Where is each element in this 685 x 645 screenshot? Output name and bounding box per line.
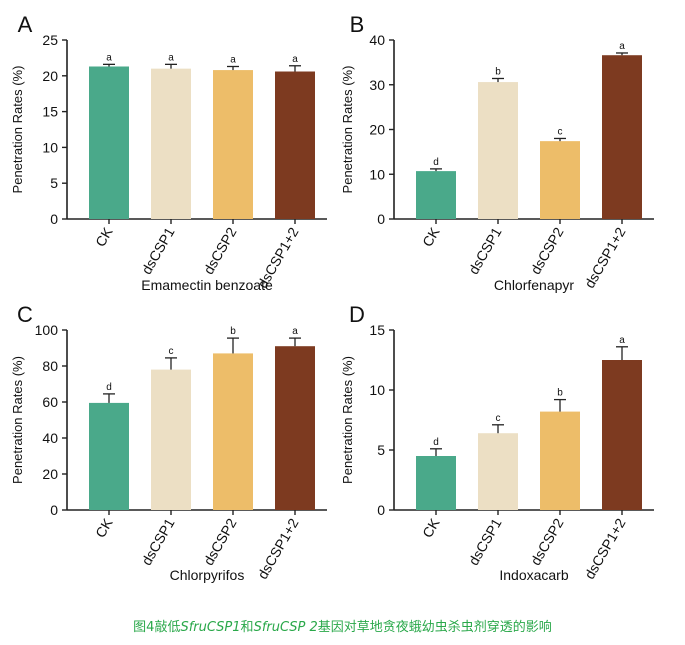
figure-panels: A Penetration Rates (%) 0 5 10 15 20 25 a CK a dsCS… — [10, 12, 654, 583]
category-label: CK — [419, 515, 443, 540]
y-tick-label: 15 — [42, 104, 58, 120]
panel-d: D Penetration Rates (%) 0 5 10 15 d CK c dsCSP1 b d… — [340, 302, 654, 583]
bar-dscsp2 — [213, 353, 253, 510]
y-tick-label: 20 — [369, 122, 385, 138]
y-axis-title: Penetration Rates (%) — [340, 66, 355, 194]
significance-letter: a — [292, 54, 298, 65]
y-axis-title: Penetration Rates (%) — [10, 356, 25, 484]
caption-gene1: SfruCSP1 — [180, 620, 241, 635]
y-tick-label: 0 — [50, 211, 58, 227]
bar-dscsp1plus2 — [602, 360, 642, 510]
y-tick-label: 30 — [369, 77, 385, 93]
y-axis-title: Penetration Rates (%) — [10, 66, 25, 194]
bar-dscsp1plus2 — [602, 55, 642, 220]
x-axis-title: Chlorpyrifos — [170, 567, 245, 583]
category-label: dsCSP2 — [527, 224, 567, 277]
caption-and: 和 — [240, 620, 254, 635]
category-label: CK — [92, 224, 116, 249]
bar-dscsp1plus2 — [275, 71, 315, 219]
x-axis-title: Emamectin benzoate — [141, 277, 273, 293]
category-label: CK — [92, 515, 116, 540]
bar-dscsp1 — [151, 369, 191, 510]
y-tick-label: 80 — [42, 358, 58, 374]
category-label: CK — [419, 224, 443, 249]
significance-letter: d — [433, 437, 439, 448]
panel-letter: C — [17, 302, 33, 327]
bar-dscsp2 — [540, 411, 580, 510]
y-tick-label: 40 — [369, 32, 385, 48]
y-tick-label: 0 — [377, 211, 385, 227]
panel-letter: D — [349, 302, 365, 327]
y-tick-label: 15 — [369, 322, 385, 338]
y-tick-label: 5 — [50, 175, 58, 191]
category-label: dsCSP1 — [465, 515, 505, 568]
significance-letter: d — [106, 382, 112, 393]
panel-c: C Penetration Rates (%) 0 20 40 60 80 100 d CK c ds… — [10, 302, 327, 583]
y-tick-label: 25 — [42, 32, 58, 48]
significance-letter: b — [495, 66, 501, 77]
category-label: dsCSP2 — [527, 515, 567, 568]
caption-prefix: 图4敲低 — [133, 620, 181, 635]
significance-letter: a — [292, 326, 298, 337]
significance-letter: c — [496, 413, 501, 424]
y-tick-label: 10 — [369, 382, 385, 398]
y-tick-label: 20 — [42, 68, 58, 84]
panel-b: B Penetration Rates (%) 0 10 20 30 40 d CK b dsCSP… — [340, 12, 654, 293]
bar-dscsp1 — [151, 68, 191, 219]
panel-letter: B — [350, 12, 365, 37]
x-axis-title: Chlorfenapyr — [494, 277, 574, 293]
y-tick-label: 40 — [42, 430, 58, 446]
category-label: dsCSP1+2 — [581, 224, 629, 290]
caption-suffix: 基因对草地贪夜蛾幼虫杀虫剂穿透的影响 — [317, 620, 552, 635]
figure-caption: 图4敲低SfruCSP1和SfruCSP 2基因对草地贪夜蛾幼虫杀虫剂穿透的影响 — [0, 616, 685, 635]
bar-dscsp2 — [540, 141, 580, 219]
category-label: dsCSP2 — [200, 224, 240, 277]
category-label: dsCSP1+2 — [581, 515, 629, 581]
bar-dscsp2 — [213, 70, 253, 220]
significance-letter: a — [168, 52, 174, 63]
y-tick-label: 10 — [369, 166, 385, 182]
panel-letter: A — [18, 12, 33, 37]
category-label: dsCSP1 — [138, 224, 178, 277]
significance-letter: b — [557, 388, 563, 399]
x-axis-title: Indoxacarb — [499, 567, 568, 583]
bar-dscsp1 — [478, 82, 518, 219]
category-label: dsCSP2 — [200, 515, 240, 568]
y-axis-title: Penetration Rates (%) — [340, 356, 355, 484]
significance-letter: a — [230, 54, 236, 65]
bar-ck — [416, 456, 456, 510]
bar-ck — [416, 171, 456, 219]
y-tick-label: 20 — [42, 466, 58, 482]
significance-letter: c — [558, 126, 563, 137]
category-label: dsCSP1 — [138, 515, 178, 568]
significance-letter: c — [169, 346, 174, 357]
bar-dscsp1 — [478, 433, 518, 510]
bar-dscsp1plus2 — [275, 346, 315, 510]
y-tick-label: 0 — [50, 502, 58, 518]
y-tick-label: 5 — [377, 442, 385, 458]
bar-ck — [89, 402, 129, 510]
significance-letter: a — [619, 41, 625, 52]
significance-letter: a — [619, 335, 625, 346]
significance-letter: d — [433, 157, 439, 168]
y-tick-label: 10 — [42, 139, 58, 155]
y-tick-label: 60 — [42, 394, 58, 410]
category-label: dsCSP1+2 — [254, 515, 302, 581]
y-tick-label: 100 — [35, 322, 59, 338]
significance-letter: a — [106, 52, 112, 63]
y-tick-label: 0 — [377, 502, 385, 518]
category-label: dsCSP1 — [465, 224, 505, 277]
significance-letter: b — [230, 326, 236, 337]
panel-a: A Penetration Rates (%) 0 5 10 15 20 25 a CK a dsCS… — [10, 12, 327, 293]
bar-ck — [89, 66, 129, 219]
caption-gene2: SfruCSP 2 — [253, 620, 318, 635]
